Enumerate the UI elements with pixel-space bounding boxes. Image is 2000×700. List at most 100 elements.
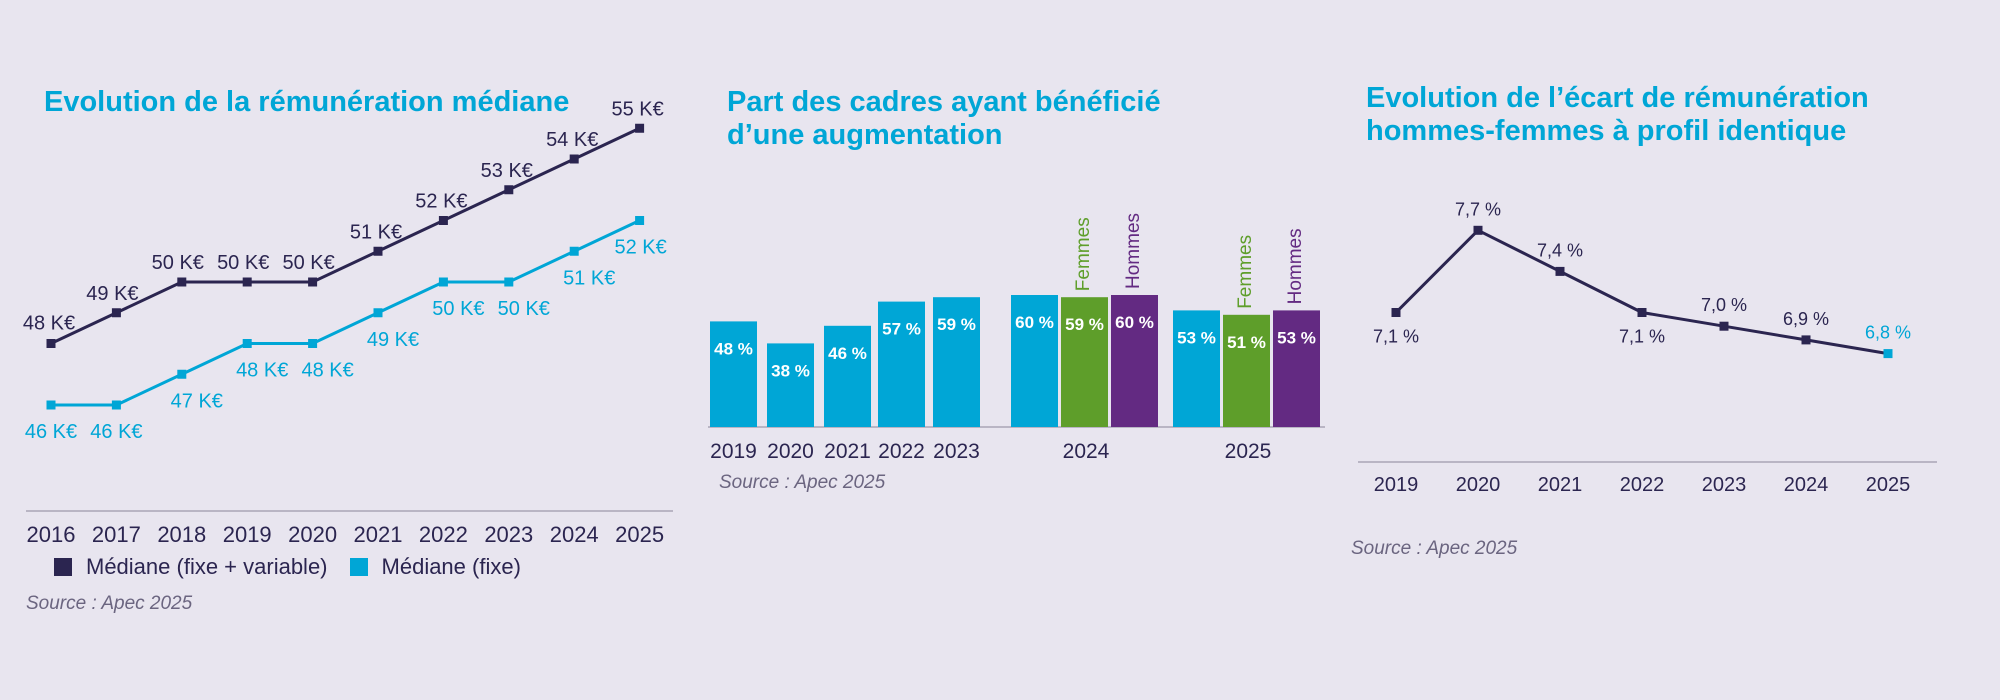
chart2-source: Source : Apec 2025: [719, 472, 886, 493]
x-tick-label: 2020: [767, 440, 814, 463]
data-label: 7,4 %: [1537, 240, 1583, 260]
x-tick-label: 2025: [1866, 474, 1911, 496]
bar-value-label: 59 %: [1065, 315, 1104, 334]
bar-tag-femmes: Femmes: [1073, 217, 1094, 291]
chart2-title-line-1: Part des cadres ayant bénéficié: [727, 86, 1161, 118]
legend-swatch-navy: [54, 558, 72, 576]
data-label: 50 K€: [217, 252, 269, 274]
x-tick-label: 2025: [1225, 440, 1272, 463]
bar-2025-femmes: [1223, 314, 1270, 427]
data-point: [46, 339, 56, 348]
data-label: 54 K€: [546, 129, 598, 151]
data-point: [635, 216, 645, 225]
bar-value-label: 57 %: [882, 320, 921, 339]
bar-tag-femmes: Femmes: [1235, 235, 1256, 309]
chart3-source: Source : Apec 2025: [1351, 538, 1518, 559]
data-point: [438, 216, 448, 225]
bar-2020: [767, 343, 814, 427]
data-label: 7,1 %: [1619, 327, 1665, 347]
bar-value-label: 46 %: [828, 344, 867, 363]
data-label: 48 K€: [23, 313, 75, 335]
data-point: [635, 123, 645, 133]
data-label: 53 K€: [481, 160, 533, 182]
data-label: 47 K€: [171, 390, 223, 412]
data-point: [504, 185, 514, 195]
x-tick-label: 2018: [157, 522, 206, 547]
data-point: [1801, 335, 1811, 345]
data-label: 50 K€: [432, 298, 484, 320]
data-label: 46 K€: [25, 421, 77, 443]
x-tick-label: 2024: [1063, 440, 1110, 463]
x-tick-label: 2023: [933, 440, 980, 463]
data-label: 6,9 %: [1783, 309, 1829, 329]
data-label: 6,8 %: [1865, 323, 1911, 343]
bar-2021: [824, 325, 871, 427]
data-label: 51 K€: [563, 267, 615, 289]
bar-value-label: 53 %: [1277, 328, 1316, 347]
chart1-title: Evolution de la rémunération médiane: [44, 86, 570, 118]
data-point: [177, 369, 187, 379]
data-point: [1883, 349, 1893, 359]
bar-2023: [933, 297, 980, 427]
data-point: [1473, 225, 1483, 235]
data-label: 52 K€: [614, 237, 666, 259]
data-point: [1555, 266, 1565, 276]
data-label: 49 K€: [367, 329, 419, 351]
x-tick-label: 2021: [354, 522, 403, 547]
bar-2025-hommes: [1273, 310, 1320, 427]
bar-value-label: 51 %: [1227, 333, 1266, 352]
chart3-title-line-2: hommes-femmes à profil identique: [1366, 115, 1847, 147]
x-tick-label: 2019: [710, 440, 757, 463]
data-point: [569, 246, 579, 256]
bar-value-label: 60 %: [1015, 313, 1054, 332]
data-point: [308, 339, 318, 348]
data-label: 7,1 %: [1373, 327, 1419, 347]
data-label: 7,7 %: [1455, 199, 1501, 219]
x-tick-label: 2020: [288, 522, 337, 547]
data-point: [308, 277, 318, 287]
x-tick-label: 2019: [1374, 474, 1419, 496]
series-line-median-fixed: [51, 219, 641, 407]
data-label: 7,0 %: [1701, 295, 1747, 315]
chart3-title: Evolution de l’écart de rémunération hom…: [1366, 82, 1869, 148]
bar-value-label: 53 %: [1177, 328, 1216, 347]
x-tick-label: 2024: [1784, 474, 1829, 496]
bar-2024-ensemble: [1011, 295, 1058, 427]
bar-2025-ensemble: [1173, 310, 1220, 427]
data-label: 50 K€: [152, 252, 204, 274]
bar-value-label: 59 %: [937, 315, 976, 334]
legend-item-median-total: Médiane (fixe + variable): [54, 554, 328, 580]
bar-2024-hommes: [1111, 295, 1158, 427]
data-point: [1391, 308, 1401, 317]
data-point: [569, 154, 579, 164]
bar-value-label: 60 %: [1115, 313, 1154, 332]
legend-swatch-cyan: [349, 558, 368, 576]
data-label: 55 K€: [611, 98, 663, 120]
x-tick-label: 2022: [878, 440, 925, 463]
legend-item-median-fixed: Médiane (fixe): [349, 554, 521, 580]
bar-2019: [710, 321, 757, 427]
data-label: 46 K€: [90, 421, 142, 443]
data-point: [1719, 321, 1729, 331]
x-tick-label: 2023: [484, 522, 533, 547]
data-point: [242, 277, 252, 287]
bar-value-label: 38 %: [771, 361, 810, 380]
data-point: [504, 277, 514, 287]
data-point: [111, 308, 121, 318]
x-tick-label: 2020: [1456, 474, 1501, 496]
bar-2022: [878, 301, 925, 427]
legend-label-median-total: Médiane (fixe + variable): [86, 554, 328, 579]
data-label: 51 K€: [350, 221, 402, 243]
x-tick-label: 2024: [550, 522, 599, 547]
x-tick-label: 2025: [615, 522, 664, 547]
x-tick-label: 2019: [223, 522, 272, 547]
data-point: [242, 339, 252, 348]
x-tick-label: 2022: [1620, 474, 1665, 496]
data-point: [438, 277, 448, 287]
legend-label-median-fixed: Médiane (fixe): [381, 554, 521, 579]
data-point: [46, 400, 56, 410]
chart1-source: Source : Apec 2025: [26, 593, 193, 614]
bar-tag-hommes: Hommes: [1123, 213, 1144, 289]
x-tick-label: 2023: [1702, 474, 1747, 496]
series-line-median-total: [50, 126, 641, 345]
